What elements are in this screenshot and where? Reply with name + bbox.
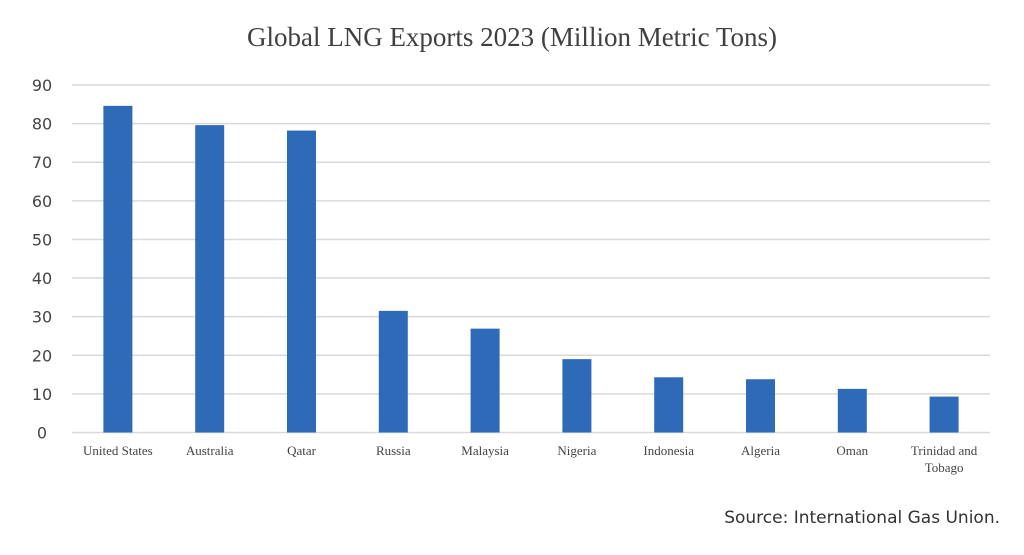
source-note: Source: International Gas Union. xyxy=(724,508,1000,528)
y-tick-label: 60 xyxy=(32,192,52,211)
bar-united-states xyxy=(103,105,133,433)
x-tick-label: Qatar xyxy=(287,443,317,458)
x-tick-label: Russia xyxy=(376,443,411,458)
y-tick-label: 20 xyxy=(32,346,52,365)
x-tick-label: Algeria xyxy=(741,443,780,458)
chart-title: Global LNG Exports 2023 (Million Metric … xyxy=(246,22,778,52)
y-tick-label: 90 xyxy=(32,76,52,95)
bar-australia xyxy=(195,125,225,433)
y-tick-label: 80 xyxy=(32,115,52,134)
x-tick-label: Australia xyxy=(186,443,234,458)
y-tick-label: 40 xyxy=(32,269,52,288)
y-tick-label: 50 xyxy=(32,230,52,249)
x-tick-label: United States xyxy=(83,443,153,458)
bar-algeria xyxy=(746,379,775,433)
x-tick-label: Indonesia xyxy=(643,443,694,458)
bar-malaysia xyxy=(470,328,500,433)
y-tick-label: 0 xyxy=(37,424,47,443)
bar-nigeria xyxy=(562,359,592,433)
y-tick-label: 30 xyxy=(32,308,52,327)
bar-trinidad-and-tobago xyxy=(929,396,959,433)
bar-russia xyxy=(378,310,408,433)
y-tick-label: 10 xyxy=(32,385,52,404)
bar-indonesia xyxy=(654,377,684,433)
x-tick-label: Nigeria xyxy=(557,443,596,458)
x-tick-label: Trinidad and Tobago xyxy=(911,443,978,475)
x-tick-label: Oman xyxy=(836,443,868,458)
bar-qatar xyxy=(287,130,316,433)
y-tick-label: 70 xyxy=(32,153,52,172)
x-tick-label: Malaysia xyxy=(461,443,509,458)
bar-oman xyxy=(837,388,867,433)
